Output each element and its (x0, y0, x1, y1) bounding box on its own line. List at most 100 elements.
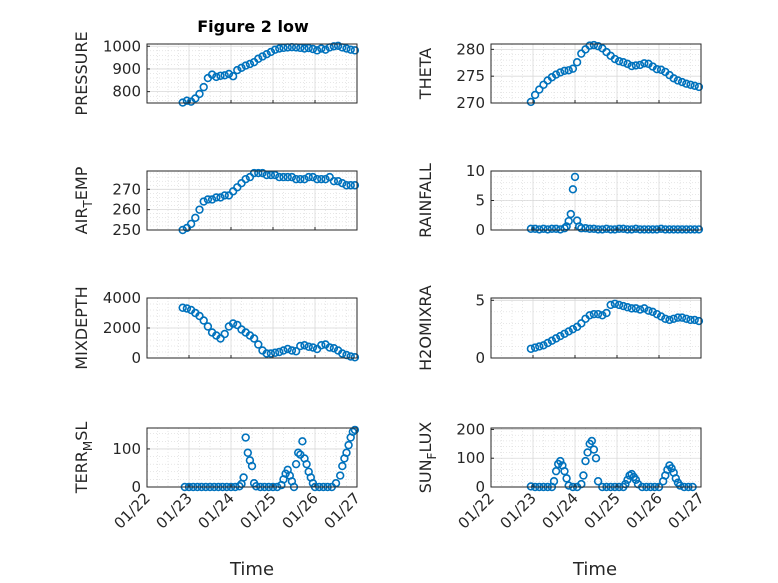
axes-frame (490, 297, 702, 359)
data-point (254, 340, 263, 349)
data-point (243, 448, 253, 457)
data-point (577, 224, 586, 233)
data-point (593, 477, 603, 486)
data-point (300, 44, 309, 53)
data-point (304, 43, 313, 53)
subplot-1: 800 900 1000 PRESSURE (72, 31, 360, 116)
data-point (191, 94, 200, 103)
subplot-4: 0 5 10 RAINFALL (416, 162, 704, 239)
data-point (526, 482, 536, 491)
data-point (228, 319, 238, 328)
data-point (585, 41, 594, 50)
y-tick-label: 10 (466, 162, 485, 180)
data-point (587, 436, 596, 446)
data-point (530, 90, 540, 100)
data-point (547, 336, 557, 345)
data-point (258, 52, 267, 61)
data-point (338, 461, 347, 471)
data-point (308, 172, 318, 182)
data-point (631, 224, 641, 234)
y-tick-label: 270 (456, 94, 485, 112)
data-point (677, 313, 687, 322)
data-point (619, 301, 628, 311)
data-point (203, 322, 213, 331)
data-point (551, 334, 561, 343)
data-point (298, 437, 307, 446)
data-point (308, 343, 318, 352)
data-point (247, 461, 257, 471)
data-point (598, 225, 607, 234)
data-point (291, 347, 301, 356)
data-point (631, 475, 641, 485)
data-point (291, 459, 301, 469)
subplot-3: 250 260 270 AIRTEMP (72, 166, 360, 239)
data-point (614, 56, 624, 66)
data-point (577, 49, 586, 58)
data-point (526, 224, 536, 234)
data-point (275, 172, 284, 182)
data-point (258, 168, 267, 178)
data-point (652, 65, 662, 74)
y-axis-label: PRESSURE (72, 31, 91, 115)
data-point (262, 170, 271, 180)
data-point (627, 304, 636, 313)
data-point (564, 66, 573, 75)
data-point (203, 195, 213, 204)
y-tick-label: 800 (112, 83, 141, 101)
y-tick-label: 260 (112, 201, 141, 219)
data-point (279, 346, 288, 355)
data-point (694, 316, 704, 326)
data-point (254, 168, 263, 178)
data-point (560, 466, 569, 476)
data-point (602, 224, 611, 234)
data-point (239, 473, 248, 482)
data-point (302, 459, 311, 469)
data-point (287, 172, 297, 182)
data-point (535, 85, 544, 94)
data-series (178, 303, 360, 362)
data-point (254, 54, 263, 63)
data-point (220, 329, 229, 339)
subplot-2: 270 275 280 THETA (416, 40, 704, 112)
data-point (224, 69, 234, 79)
data-point (344, 440, 353, 450)
y-axis-label: SUNFLUX (416, 422, 439, 494)
y-tick-label: 4000 (103, 289, 141, 307)
data-point (182, 304, 192, 313)
data-point (241, 174, 250, 184)
data-point (572, 58, 582, 67)
data-point (300, 341, 309, 350)
y-tick-label: 275 (456, 67, 485, 85)
data-point (287, 346, 297, 355)
data-point (598, 311, 607, 320)
y-axis-label: AIRTEMP (72, 166, 95, 234)
data-point (610, 54, 620, 64)
data-point (342, 44, 351, 53)
data-point (346, 181, 355, 190)
data-point (682, 225, 691, 234)
data-series (526, 172, 704, 234)
data-point (606, 300, 615, 310)
data-point (673, 313, 683, 322)
data-point (338, 179, 347, 188)
data-point (593, 41, 603, 51)
data-point (329, 344, 339, 353)
data-point (199, 197, 208, 206)
data-point (610, 225, 620, 234)
data-point (530, 343, 540, 352)
data-point (669, 314, 678, 323)
data-point (656, 224, 666, 234)
data-point (333, 41, 343, 51)
data-series (526, 436, 697, 492)
y-axis-label: MIXDEPTH (72, 286, 91, 369)
data-point (216, 193, 225, 202)
data-point (233, 65, 242, 75)
data-point (562, 474, 571, 483)
data-point (308, 44, 318, 54)
data-point (671, 474, 680, 483)
data-point (640, 225, 649, 234)
axes-background (491, 44, 701, 103)
data-point (312, 46, 322, 55)
data-point (195, 205, 204, 214)
data-point (321, 174, 330, 184)
